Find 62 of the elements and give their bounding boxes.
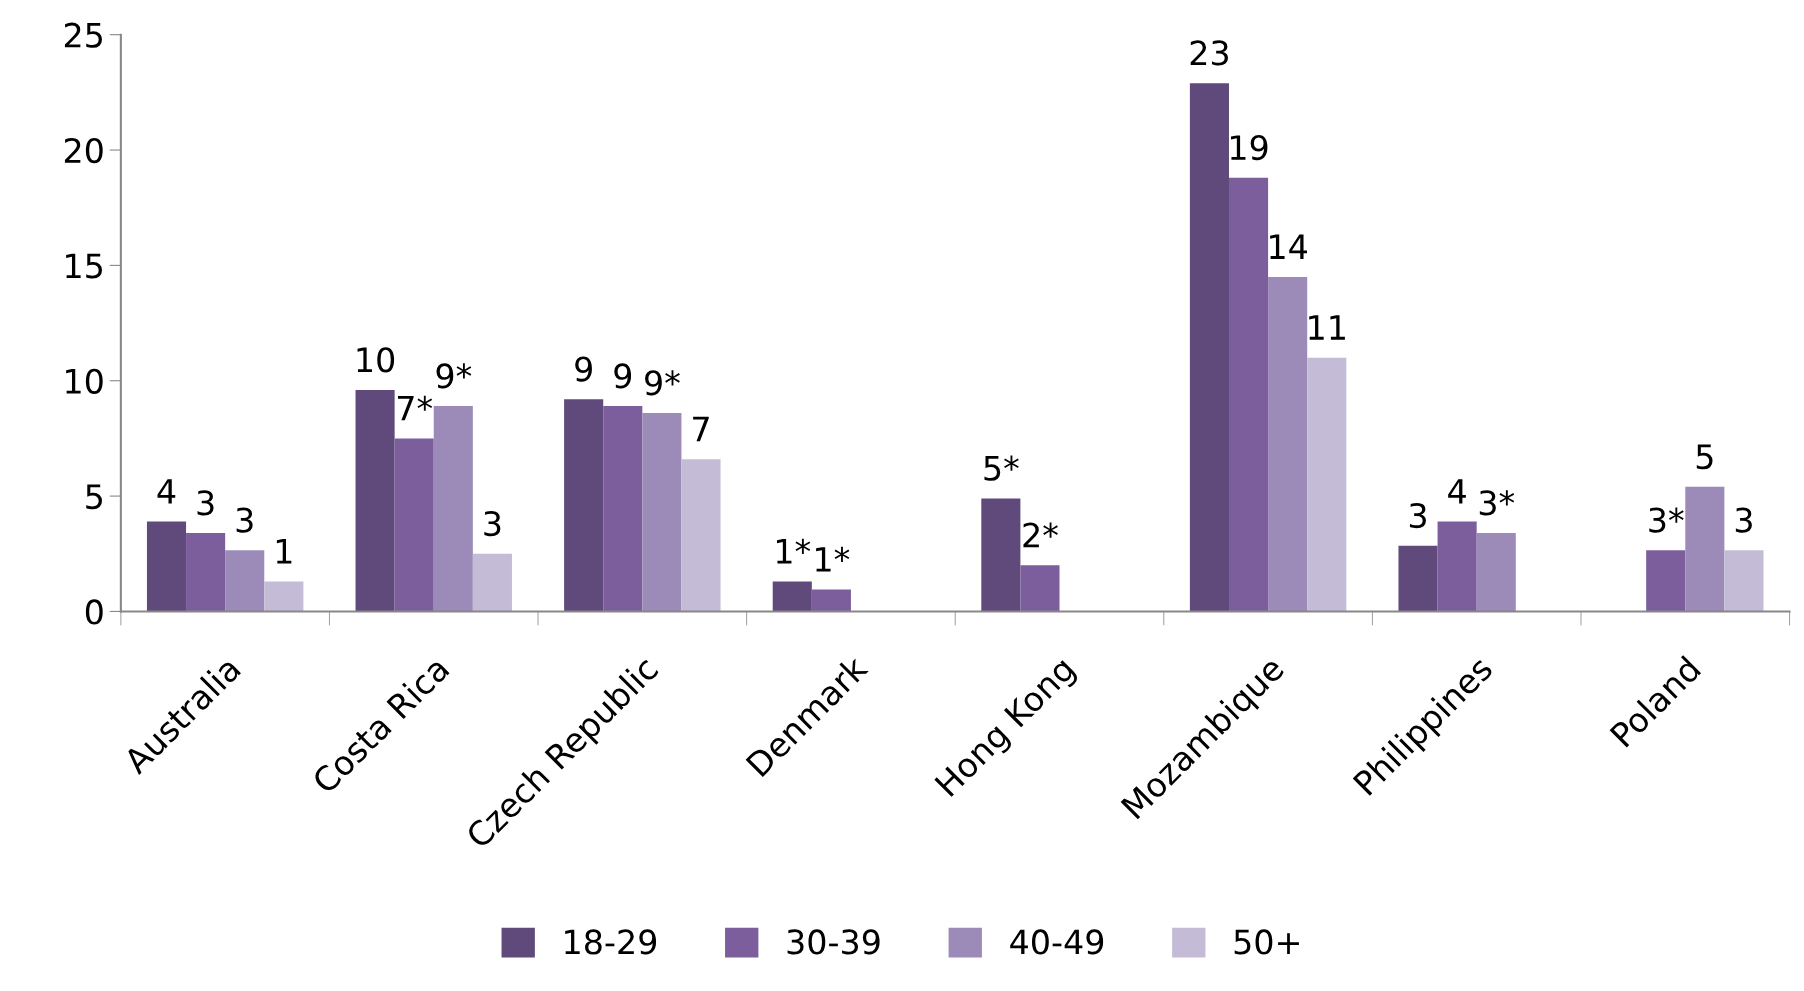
legend-label: 40-49 [1010,929,1104,955]
bar [681,459,721,612]
bar [225,550,265,612]
data-label: 9 [614,363,632,389]
data-label: 3 [1409,502,1426,529]
data-label: 14 [1270,234,1307,259]
bar [603,406,643,612]
data-label: 7* [397,395,433,421]
data-label: 10 [357,347,395,373]
data-label: 5* [984,455,1019,481]
data-label: 3 [484,510,501,537]
legend-label: 50+ [1234,929,1299,955]
data-label: 3* [1479,490,1515,516]
bar [642,413,682,612]
bar [981,498,1021,612]
bar [433,406,473,612]
data-label: 19 [1231,134,1268,161]
bar [472,553,512,612]
data-label: 3 [1735,507,1752,533]
y-tick-label: 15 [66,253,102,279]
y-tick-label: 20 [64,137,103,164]
bar [394,438,434,612]
bar [1307,357,1347,612]
y-tick-label: 5 [86,484,102,510]
data-label: 2* [1023,522,1058,548]
data-label: 5 [1696,444,1713,470]
bar [1189,83,1229,612]
bar [355,389,395,612]
bar [1268,276,1308,612]
data-label: 1* [776,538,811,564]
bar [264,581,304,612]
bar [1724,550,1764,612]
data-label: 3 [236,507,253,533]
y-tick-label: 25 [64,22,102,48]
bar [811,589,851,612]
bar [1398,545,1438,612]
bar [1646,550,1686,612]
data-label: 3 [197,490,214,516]
bar [1437,521,1477,612]
legend-label: 18-29 [565,929,657,955]
bar [1228,177,1269,612]
data-label: 1 [276,539,292,564]
bar [146,521,187,612]
bar [1685,486,1725,612]
bar [186,533,226,612]
data-label: 23 [1190,40,1228,66]
bar [772,581,812,612]
data-label: 4 [157,479,176,504]
y-tick-label: 10 [66,368,103,394]
data-label: 9* [436,363,472,389]
data-label: 4 [1448,479,1466,504]
legend-label: 30-39 [787,929,880,955]
data-label: 7 [693,416,709,442]
bar [564,399,604,612]
data-label: 1* [816,546,850,572]
bar [1020,565,1060,612]
bar [1476,533,1516,612]
data-label: 9 [575,356,592,382]
data-label: 3* [1649,507,1684,533]
y-tick-label: 0 [85,599,103,625]
data-label: 9* [645,370,680,396]
data-label: 11 [1309,315,1345,340]
